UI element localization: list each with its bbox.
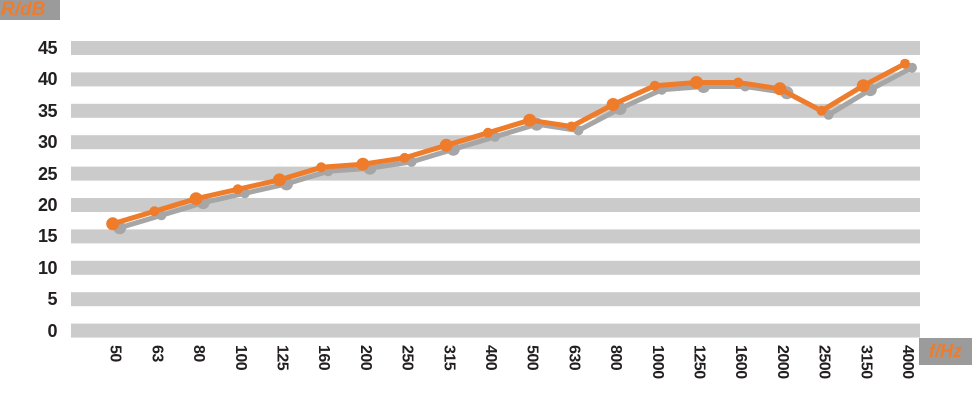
x-axis-tick-label: 200 xyxy=(356,345,374,371)
y-axis-tick-label: 35 xyxy=(37,100,58,121)
x-axis-tick-label: 2500 xyxy=(815,345,833,379)
data-point-marker xyxy=(816,105,827,116)
data-point-marker xyxy=(773,82,787,96)
y-axis-tick-label: 0 xyxy=(47,320,57,341)
y-axis-tick-label: 5 xyxy=(47,289,57,310)
x-axis-tick-label: 500 xyxy=(523,345,541,371)
x-axis-tick-label: 3150 xyxy=(857,345,875,379)
x-axis-tick-label: 4000 xyxy=(899,345,916,379)
x-axis-unit-text: f/Hz xyxy=(929,341,962,361)
gridline-band xyxy=(71,135,920,150)
y-axis-tick-label: 10 xyxy=(37,257,58,278)
gridline-bands xyxy=(71,41,920,338)
data-point-marker xyxy=(106,217,120,231)
data-point-marker xyxy=(439,138,453,152)
data-point-marker xyxy=(273,173,286,187)
x-axis-tick-label: 800 xyxy=(607,345,625,371)
x-axis-tick-label: 160 xyxy=(315,345,333,371)
data-point-marker xyxy=(856,79,870,93)
data-point-marker xyxy=(232,184,243,195)
y-axis-tick-label: 20 xyxy=(37,195,58,215)
x-axis-tick-label: 1000 xyxy=(648,345,666,379)
y-axis-tick-label: 15 xyxy=(37,226,58,247)
x-axis-tick-label: 250 xyxy=(398,345,416,371)
data-point-marker xyxy=(523,113,537,127)
x-axis-unit-label: f/Hz xyxy=(919,338,972,365)
gridline-band xyxy=(71,198,920,212)
data-point-marker xyxy=(483,127,493,138)
data-point-marker xyxy=(149,206,160,217)
data-series xyxy=(106,58,910,231)
data-point-marker xyxy=(189,192,203,206)
x-axis-tick-label: 630 xyxy=(565,345,583,371)
x-axis-tick-label: 400 xyxy=(482,345,499,371)
data-point-marker xyxy=(733,77,744,88)
gridline-band xyxy=(71,229,920,244)
x-axis-tick-label: 1600 xyxy=(732,345,750,379)
x-axis-tick-label: 2000 xyxy=(773,345,791,379)
data-line xyxy=(110,61,908,227)
data-point-marker xyxy=(690,76,703,89)
x-axis-tick-label: 315 xyxy=(440,345,458,371)
data-point-marker xyxy=(566,121,577,132)
y-axis-tick-label: 45 xyxy=(37,38,58,58)
gridline-band xyxy=(71,166,920,181)
gridline-band xyxy=(71,72,920,87)
gridline-band xyxy=(71,323,920,338)
gridline-band xyxy=(71,41,920,55)
data-point-marker xyxy=(900,58,910,69)
data-point-marker xyxy=(649,80,660,91)
y-axis-tick-label: 30 xyxy=(37,132,58,153)
x-axis-tick-label: 125 xyxy=(273,345,291,371)
y-axis-unit-text: R/dB xyxy=(1,0,46,20)
x-axis-tick-label: 50 xyxy=(106,345,124,362)
x-axis-tick-label: 100 xyxy=(231,345,249,371)
y-axis-unit-label: R/dB xyxy=(0,0,60,20)
data-point-marker xyxy=(399,152,410,163)
data-point-marker xyxy=(316,162,327,173)
gridline-band xyxy=(71,103,920,118)
x-axis-tick-label: 1250 xyxy=(690,345,708,379)
y-axis-tick-label: 25 xyxy=(37,163,58,184)
x-axis-tick-label: 63 xyxy=(148,345,166,362)
data-point-marker xyxy=(606,98,620,111)
y-axis-tick-label: 40 xyxy=(37,69,58,90)
data-point-marker xyxy=(356,157,370,171)
x-axis-tick-label: 80 xyxy=(190,345,208,362)
gridline-band xyxy=(71,260,920,275)
gridline-band xyxy=(71,292,920,307)
